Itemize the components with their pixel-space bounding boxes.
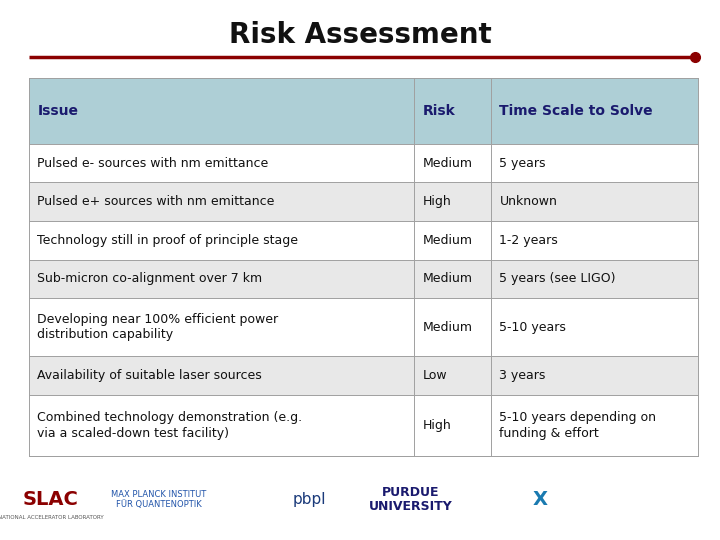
Text: 5-10 years: 5-10 years	[500, 321, 567, 334]
Text: Medium: Medium	[423, 234, 472, 247]
Bar	[29, 183, 698, 221]
Text: Sub-micron co-alignment over 7 km: Sub-micron co-alignment over 7 km	[37, 272, 263, 285]
Text: High: High	[423, 419, 451, 432]
Text: Medium: Medium	[423, 157, 472, 170]
Bar	[29, 221, 698, 260]
Text: X: X	[533, 490, 547, 509]
Text: Time Scale to Solve: Time Scale to Solve	[500, 104, 653, 118]
Bar	[29, 356, 698, 395]
Bar	[29, 144, 698, 183]
Text: Unknown: Unknown	[500, 195, 557, 208]
Text: NATIONAL ACCELERATOR LABORATORY: NATIONAL ACCELERATOR LABORATORY	[0, 515, 103, 520]
Text: Developing near 100% efficient power
distribution capability: Developing near 100% efficient power dis…	[37, 313, 279, 341]
Text: Pulsed e+ sources with nm emittance: Pulsed e+ sources with nm emittance	[37, 195, 275, 208]
Text: 1-2 years: 1-2 years	[500, 234, 558, 247]
Text: Availability of suitable laser sources: Availability of suitable laser sources	[37, 369, 262, 382]
Text: 5-10 years depending on
funding & effort: 5-10 years depending on funding & effort	[500, 411, 657, 440]
Text: Low: Low	[423, 369, 447, 382]
Text: Combined technology demonstration (e.g.
via a scaled-down test facility): Combined technology demonstration (e.g. …	[37, 411, 302, 440]
Bar	[29, 260, 698, 298]
Text: PURDUE
UNIVERSITY: PURDUE UNIVERSITY	[369, 485, 452, 514]
Text: SLAC: SLAC	[22, 490, 78, 509]
Text: 3 years: 3 years	[500, 369, 546, 382]
Bar	[29, 78, 698, 144]
Text: 5 years: 5 years	[500, 157, 546, 170]
Text: Medium: Medium	[423, 272, 472, 285]
Text: Risk: Risk	[423, 104, 455, 118]
Text: Pulsed e- sources with nm emittance: Pulsed e- sources with nm emittance	[37, 157, 269, 170]
Bar	[29, 395, 698, 456]
Text: MAX PLANCK INSTITUT
FÜR QUANTENOPTIK: MAX PLANCK INSTITUT FÜR QUANTENOPTIK	[111, 490, 206, 509]
Text: Technology still in proof of principle stage: Technology still in proof of principle s…	[37, 234, 299, 247]
Text: High: High	[423, 195, 451, 208]
Text: Medium: Medium	[423, 321, 472, 334]
Bar	[29, 298, 698, 356]
Text: Issue: Issue	[37, 104, 78, 118]
Text: pbpl: pbpl	[293, 492, 326, 507]
Text: Risk Assessment: Risk Assessment	[229, 21, 491, 49]
Text: 5 years (see LIGO): 5 years (see LIGO)	[500, 272, 616, 285]
